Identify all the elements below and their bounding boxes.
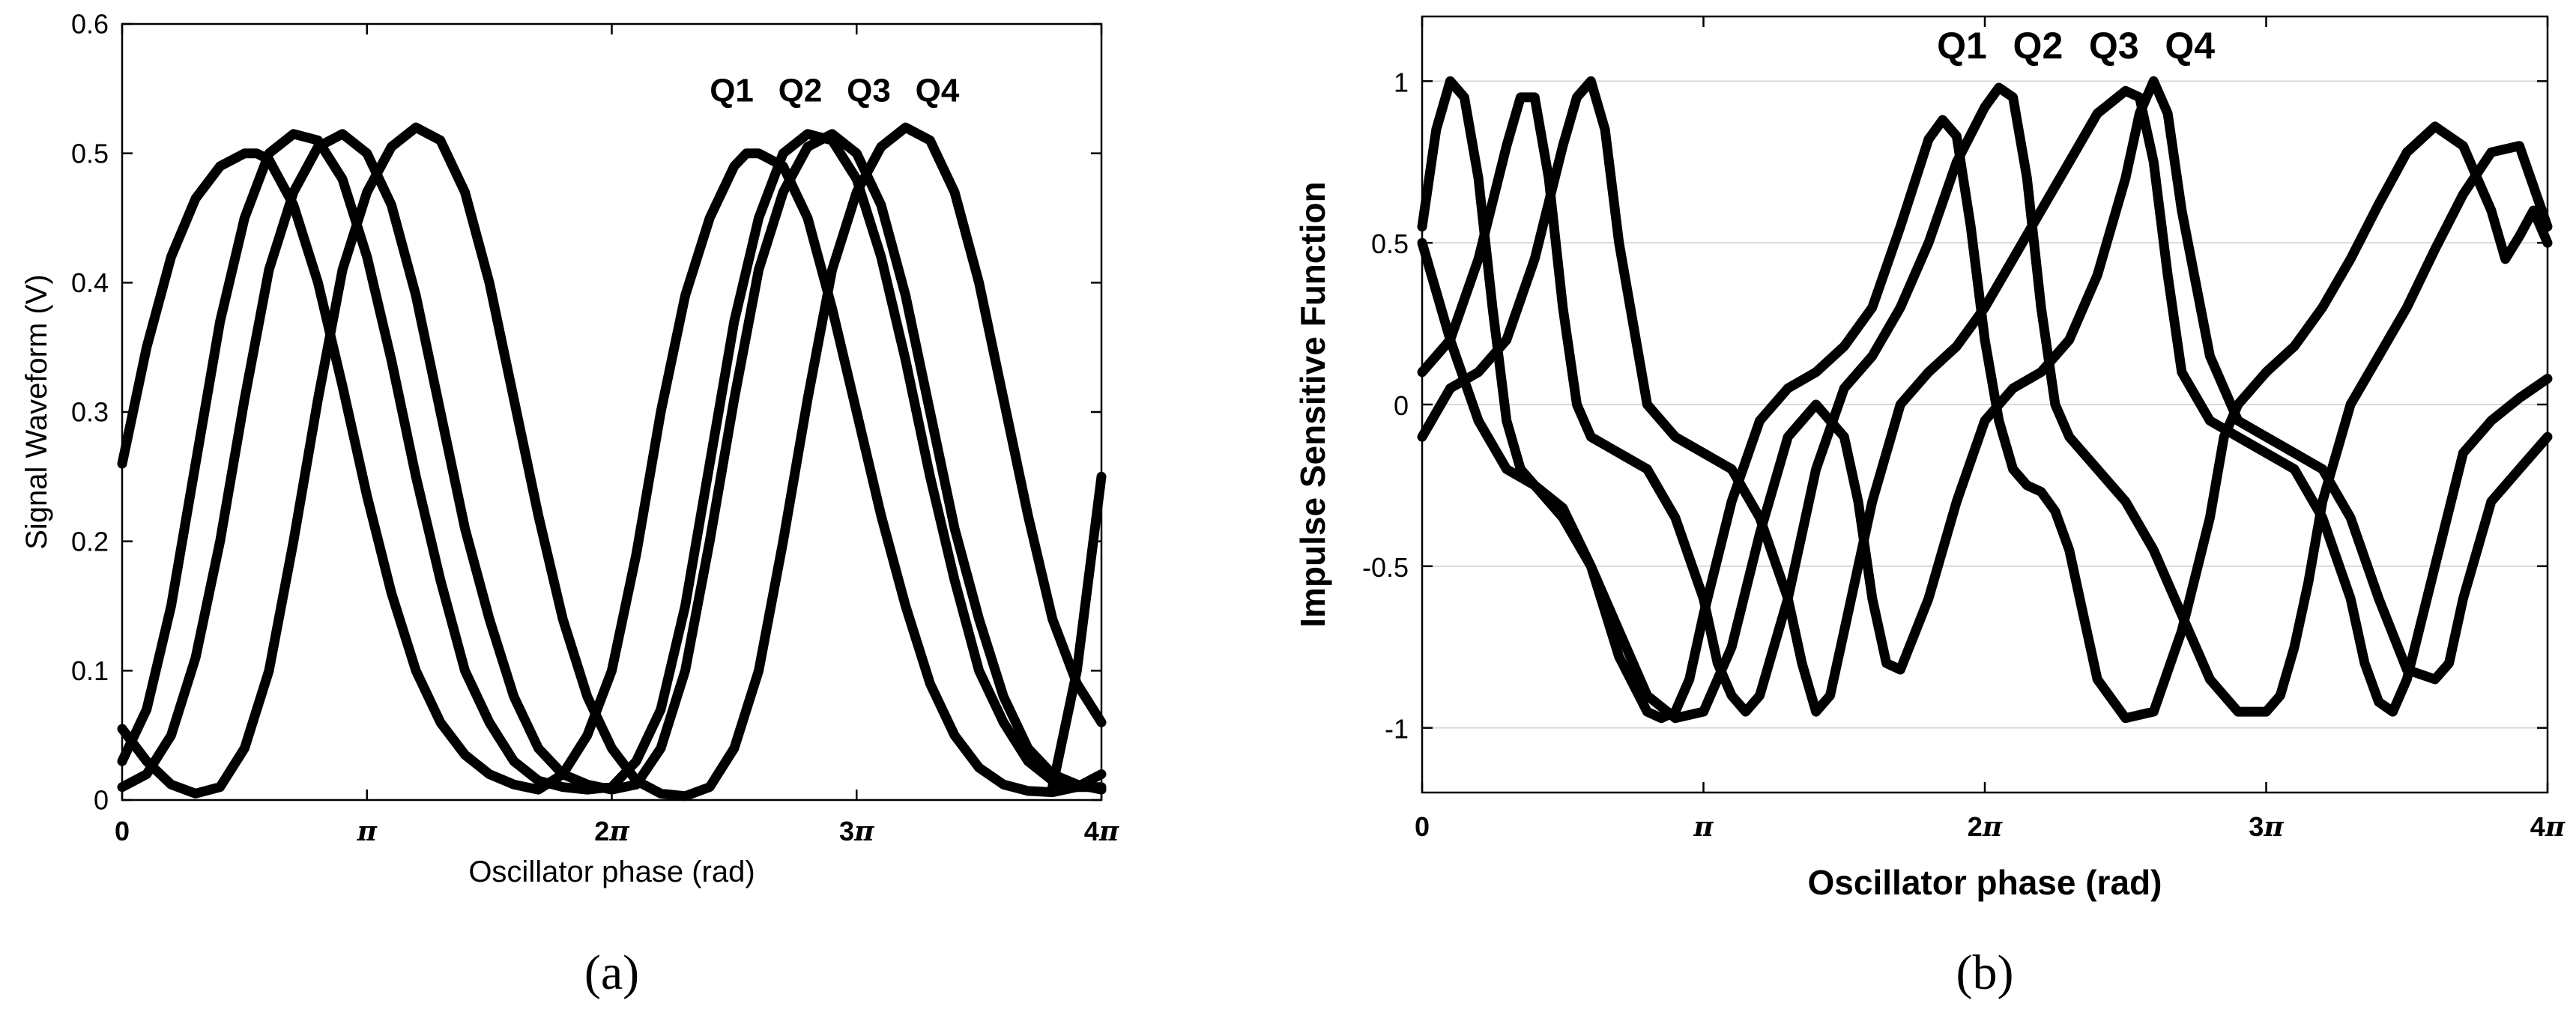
chart-b-y-tick-label: 1 <box>1394 67 1409 97</box>
chart-b-series-line-2 <box>1417 82 2553 717</box>
chart-b-pi-symbol: π <box>1693 811 1714 843</box>
chart-b-series-line-1 <box>1417 76 2553 724</box>
chart-b-x-tick-label: 4π <box>2530 811 2566 843</box>
chart-a: 00.10.20.30.40.50.60 π 2π 3π 4π Q1 Q2 Q3 Q4 Osc… <box>20 9 1119 1000</box>
chart-a-x-tick-label: 2π <box>594 816 629 847</box>
chart-a-series-line-4 <box>117 122 1107 802</box>
chart-b-y-tick-label: 0.5 <box>1371 228 1409 259</box>
chart-b-x-tick-number: 3 <box>2249 811 2264 842</box>
chart-a-y-tick-label: 0.5 <box>71 138 109 169</box>
chart-b-x-tick-label: 3π <box>2249 811 2284 843</box>
chart-a-y-tick-label: 0 <box>94 785 109 816</box>
chart-b: -1-0.500.510 π 2π 3π 4π Q1 Q2 Q3 Q4 Oscillator … <box>1293 15 2566 1000</box>
chart-a-caption: (a) <box>584 945 639 1000</box>
chart-a-x-tick-number: 4 <box>1084 816 1099 846</box>
chart-b-pi-symbol: π <box>2545 811 2566 843</box>
chart-b-x-tick-number: 2 <box>1968 811 1983 842</box>
chart-a-y-axis-label: Signal Waveform (V) <box>20 274 53 550</box>
chart-a-annotation-q4: Q4 <box>916 73 960 109</box>
chart-b-y-axis-label: Impulse Sensitive Function <box>1293 181 1332 628</box>
chart-a-x-tick-label: 4π <box>1084 816 1119 847</box>
chart-a-y-tick-label: 0.4 <box>71 267 109 298</box>
chart-b-caption: (b) <box>1956 945 2014 1000</box>
chart-a-series-line-3 <box>117 129 1107 795</box>
chart-a-annotation-q1: Q1 <box>710 73 754 109</box>
chart-a-x-tick-label: 0 <box>115 816 130 846</box>
chart-a-x-tick-number: 2 <box>594 816 609 846</box>
chart-b-annotation-q4: Q4 <box>2165 25 2215 67</box>
chart-a-annotation-q2: Q2 <box>778 73 823 109</box>
chart-b-y-tick-label: -1 <box>1385 714 1409 745</box>
chart-b-pi-symbol: π <box>2263 811 2284 843</box>
chart-a-y-tick-label: 0.2 <box>71 526 109 557</box>
chart-b-x-tick-number: 4 <box>2530 811 2545 842</box>
chart-b-annotation-q2: Q2 <box>2013 25 2063 67</box>
chart-a-x-tick-number: 3 <box>839 816 854 846</box>
chart-a-pi-symbol: π <box>1098 816 1119 847</box>
chart-a-annotation-q3: Q3 <box>847 73 891 109</box>
chart-a-y-tick-label: 0.3 <box>71 397 109 428</box>
chart-a-x-tick-label: 3π <box>839 816 874 847</box>
chart-b-x-tick-label: 0 <box>1415 811 1430 842</box>
chart-a-series-line-1 <box>117 148 1107 798</box>
chart-b-annotation-q1: Q1 <box>1937 25 1987 67</box>
chart-a-y-tick-label: 0.1 <box>71 655 109 686</box>
chart-a-series-line-2 <box>117 129 1107 795</box>
chart-a-x-axis-label: Oscillator phase (rad) <box>468 855 755 888</box>
chart-a-y-tick-label: 0.6 <box>71 9 109 40</box>
chart-b-y-tick-label: 0 <box>1394 390 1409 421</box>
chart-a-x-tick-number: 0 <box>115 816 130 846</box>
chart-b-series-line-3 <box>1417 76 2553 717</box>
chart-a-x-tick-label: π <box>357 816 378 847</box>
chart-b-y-tick-label: -0.5 <box>1362 552 1409 583</box>
chart-b-x-tick-label: 2π <box>1968 811 2003 843</box>
chart-b-x-axis-label: Oscillator phase (rad) <box>1808 863 2162 902</box>
chart-a-pi-symbol: π <box>853 816 874 847</box>
chart-b-series-line-4 <box>1417 76 2553 724</box>
chart-a-pi-symbol: π <box>357 816 378 847</box>
chart-b-annotation-q3: Q3 <box>2089 25 2139 67</box>
chart-b-pi-symbol: π <box>1982 811 2003 843</box>
chart-b-x-tick-number: 0 <box>1415 811 1430 842</box>
chart-b-x-tick-label: π <box>1693 811 1714 843</box>
chart-a-pi-symbol: π <box>608 816 629 847</box>
